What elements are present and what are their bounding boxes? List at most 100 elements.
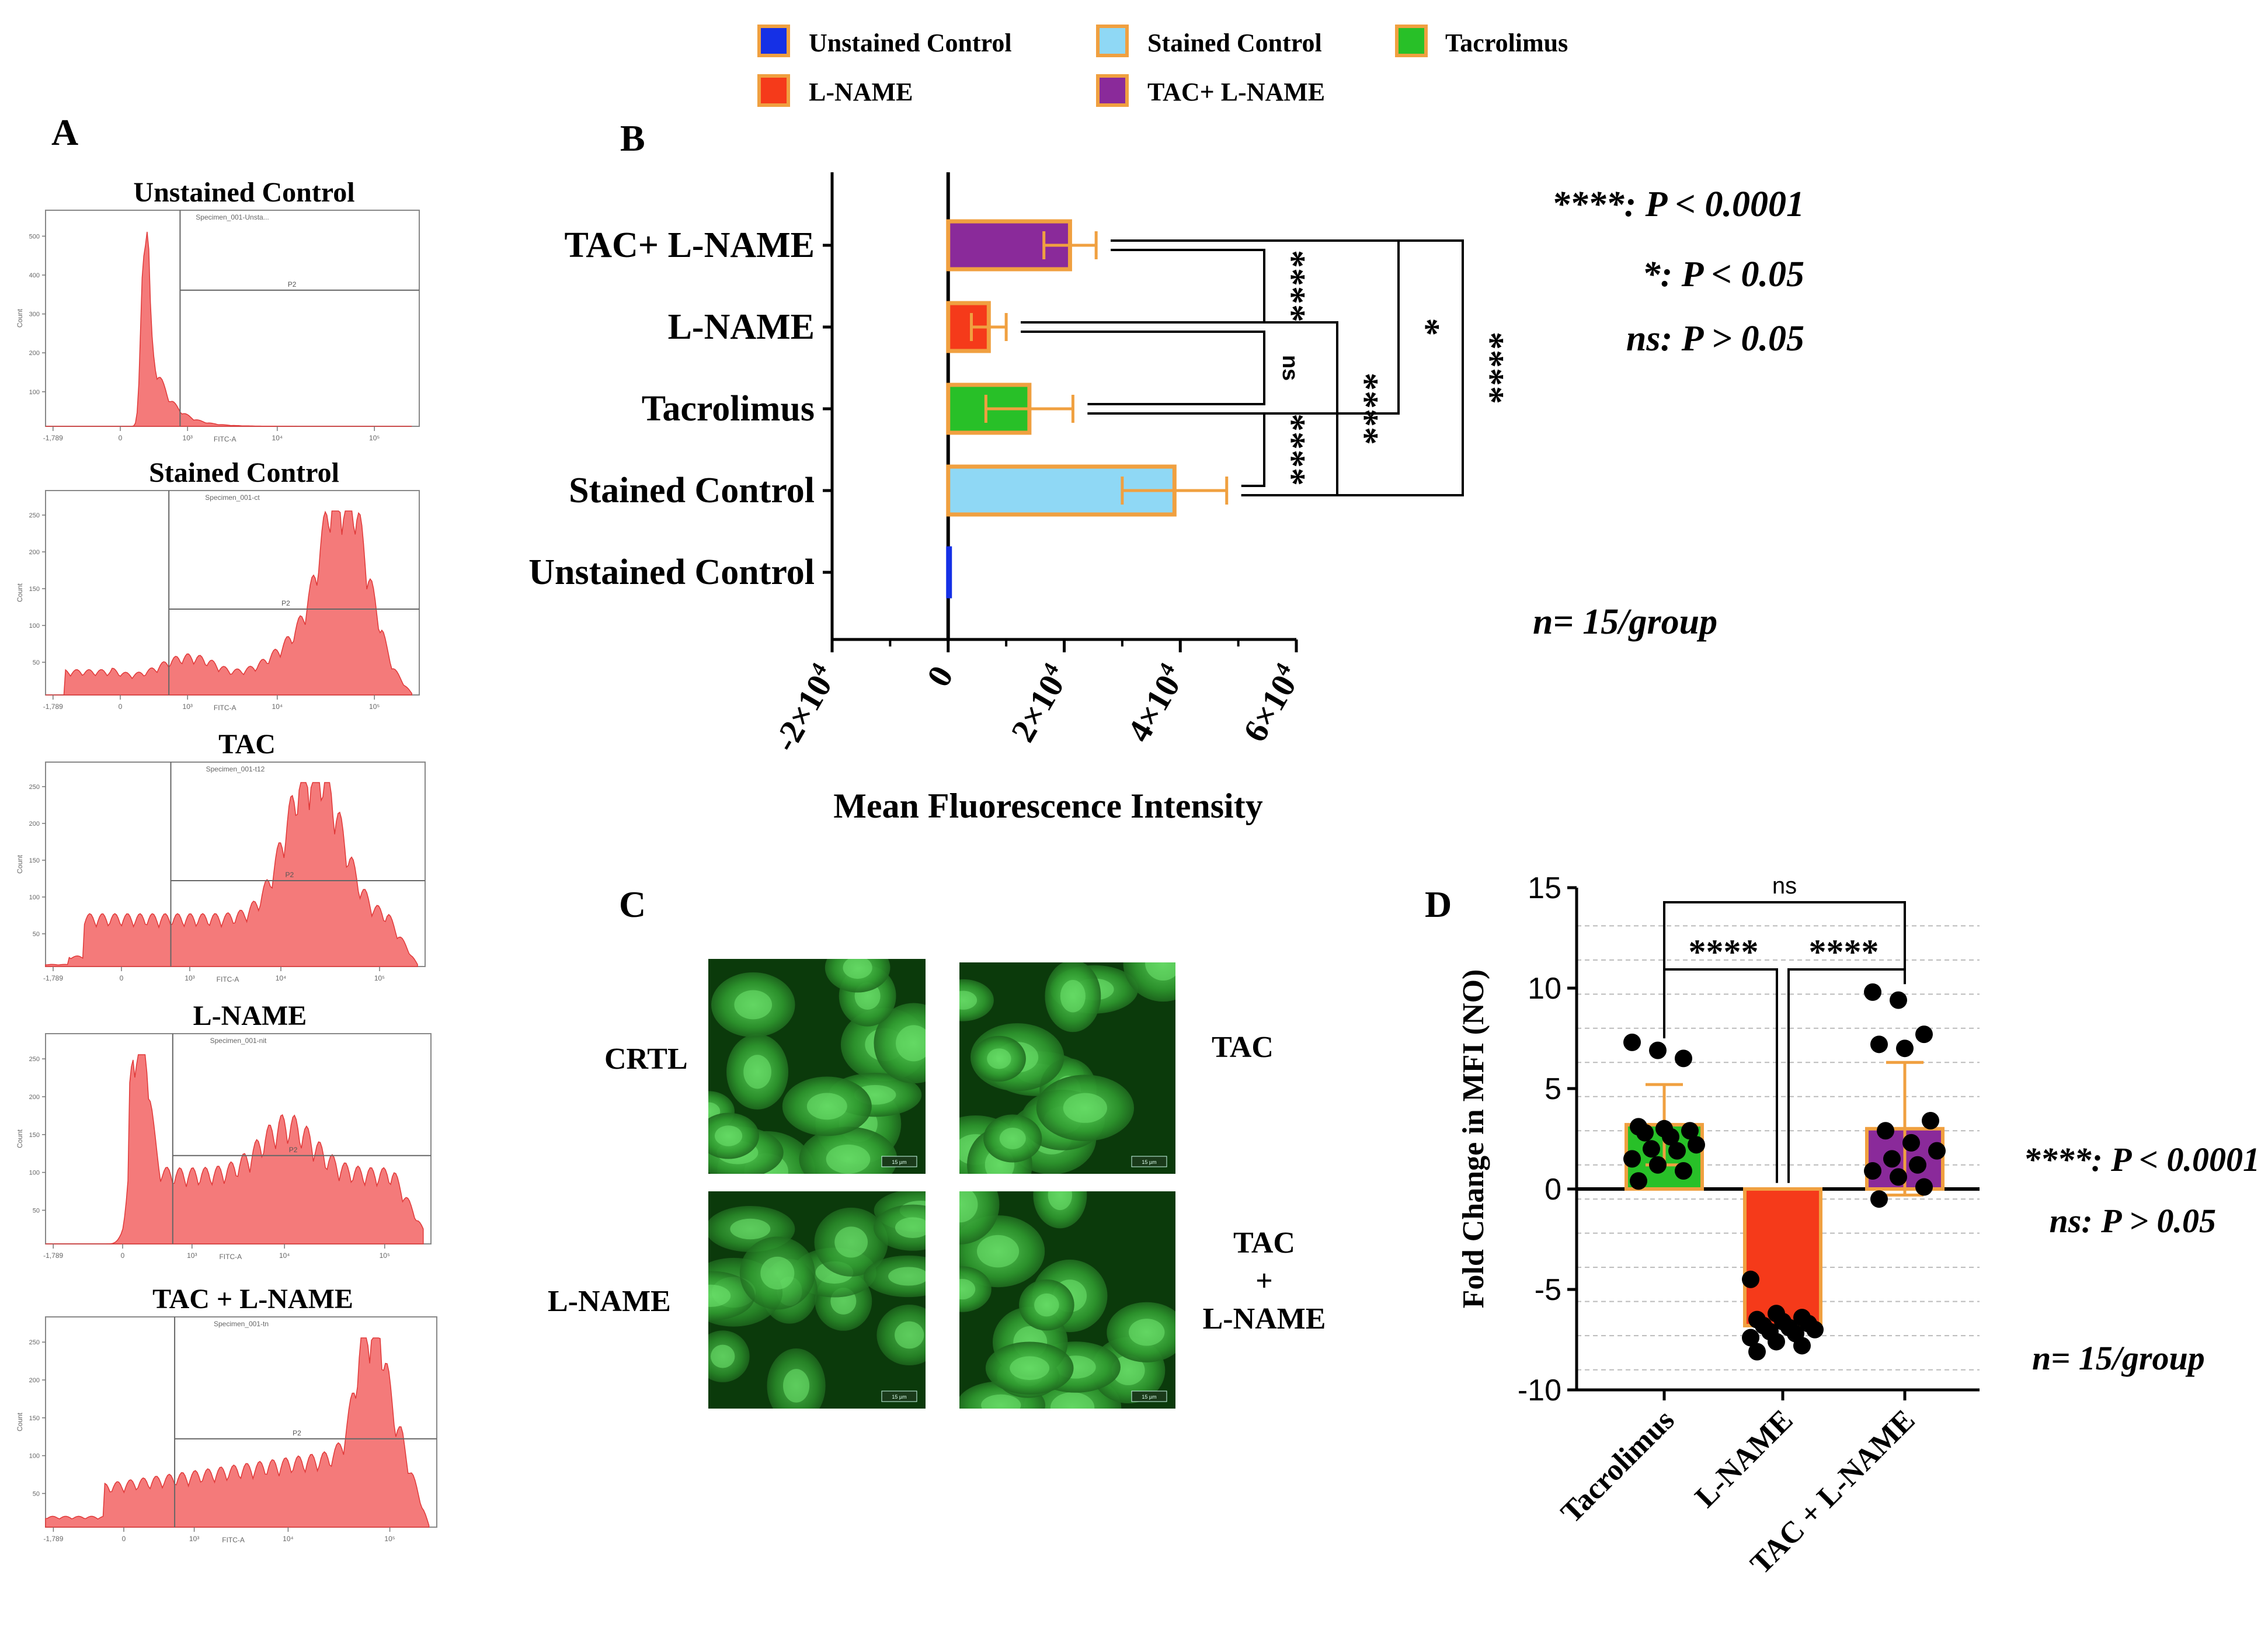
histogram-x-tick-label: 0 bbox=[119, 434, 123, 442]
legend-label-tac-lname: TAC+ L-NAME bbox=[1147, 78, 1325, 106]
histogram-y-tick-label: 200 bbox=[29, 350, 40, 357]
b-significance-label: * bbox=[1407, 318, 1446, 336]
gate-label: P2 bbox=[288, 280, 297, 288]
micro-label-tac: TAC bbox=[1212, 1031, 1274, 1064]
cell-nucleus bbox=[734, 990, 773, 1020]
histogram-x-tick-label: -1,789 bbox=[43, 974, 63, 982]
d-significance-bracket bbox=[1787, 968, 1906, 1183]
b-category-label: Tacrolimus bbox=[642, 389, 815, 429]
d-y-tick-label: 0 bbox=[1545, 1173, 1561, 1207]
cell-nucleus bbox=[896, 1025, 926, 1062]
histogram-y-tick-label: 100 bbox=[29, 1453, 40, 1460]
d-data-point bbox=[1649, 1041, 1667, 1059]
d-category-label: L-NAME bbox=[1689, 1403, 1799, 1514]
histogram-4: L-NAME Specimen_001-nit P2 250 200 150 100 50 Co… bbox=[16, 1000, 432, 1261]
d-data-point bbox=[1896, 1039, 1914, 1058]
micrograph-cells bbox=[959, 1191, 1175, 1409]
d-data-point bbox=[1668, 1142, 1686, 1160]
d-significance-label: **** bbox=[1689, 933, 1759, 971]
cell-nucleus bbox=[708, 1284, 731, 1307]
scale-bar-label: 15 µm bbox=[892, 1159, 906, 1165]
cell-nucleus bbox=[895, 1321, 924, 1349]
cell-nucleus bbox=[783, 1369, 810, 1403]
histogram-x-label: FITC-A bbox=[219, 1253, 242, 1261]
histogram-x-tick-label: 10⁵ bbox=[384, 1535, 395, 1543]
histogram-y-tick-label: 150 bbox=[29, 857, 40, 864]
d-y-tick-label: 10 bbox=[1528, 972, 1561, 1006]
d-data-point bbox=[1742, 1329, 1759, 1347]
d-significance-label: **** bbox=[1809, 933, 1879, 971]
b-x-tick-label: -2×104 bbox=[765, 659, 845, 758]
cell-nucleus bbox=[743, 1055, 771, 1089]
b-significance-bracket bbox=[1111, 239, 1464, 496]
b-significance-label: ns bbox=[1278, 355, 1302, 381]
histogram-fill bbox=[46, 510, 412, 696]
histogram-y-tick-label: 50 bbox=[33, 1207, 40, 1214]
micrograph-1: 15 µm bbox=[708, 959, 926, 1174]
d-y-tick-label: 15 bbox=[1528, 871, 1561, 905]
d-y-tick-label: -5 bbox=[1535, 1273, 1561, 1307]
histogram-x-tick-label: 0 bbox=[120, 974, 124, 982]
legend-label-unstained: Unstained Control bbox=[809, 29, 1012, 57]
histogram-title: Stained Control bbox=[149, 457, 339, 488]
histogram-caption: Specimen_001-ct bbox=[205, 493, 260, 502]
b-pvalue-note: ns: P > 0.05 bbox=[1626, 319, 1804, 359]
scale-bar-label: 15 µm bbox=[1142, 1159, 1156, 1165]
d-y-tick-label: -10 bbox=[1518, 1374, 1561, 1407]
histogram-y-tick-label: 250 bbox=[29, 512, 40, 519]
b-x-tick-exponent: 4 bbox=[1153, 659, 1179, 680]
d-data-point bbox=[1675, 1049, 1692, 1068]
histogram-y-tick-label: 200 bbox=[29, 821, 40, 828]
panel-a-histograms: Unstained Control Specimen_001-Unsta... P2… bbox=[16, 177, 437, 1544]
scale-bar-label: 15 µm bbox=[892, 1394, 906, 1400]
d-data-point bbox=[1909, 1156, 1926, 1174]
histogram-x-tick-label: -1,789 bbox=[43, 434, 63, 442]
d-bar bbox=[1743, 1187, 1822, 1327]
histogram-x-tick-label: 10³ bbox=[187, 1251, 197, 1260]
histogram-x-tick-label: -1,789 bbox=[43, 1535, 63, 1543]
micrograph-cells bbox=[959, 962, 1175, 1174]
histogram-1: Unstained Control Specimen_001-Unsta... P2… bbox=[16, 177, 420, 443]
scale-bar bbox=[881, 1156, 917, 1167]
panel-letter-d: D bbox=[1425, 884, 1452, 925]
legend-swatch-lname bbox=[757, 74, 790, 107]
b-n-label: n= 15/group bbox=[1533, 602, 1717, 642]
histogram-x-tick-label: 10⁴ bbox=[279, 1251, 290, 1260]
cell-nucleus bbox=[826, 1144, 871, 1174]
b-significance-label: **** bbox=[1345, 373, 1385, 445]
micro-label-crtl: CRTL bbox=[604, 1042, 688, 1076]
histogram-x-tick-label: 0 bbox=[119, 703, 123, 711]
cell-nucleus bbox=[987, 1048, 1011, 1069]
histogram-y-tick-label: 150 bbox=[29, 1132, 40, 1139]
panel-letter-a: A bbox=[51, 112, 78, 153]
d-data-point bbox=[1742, 1270, 1759, 1288]
d-data-point bbox=[1636, 1124, 1654, 1142]
histogram-title: Unstained Control bbox=[133, 177, 354, 208]
d-data-point bbox=[1623, 1033, 1641, 1051]
d-data-point bbox=[1864, 1162, 1881, 1180]
b-x-tick-label: 2×104 bbox=[1003, 659, 1077, 748]
panel-letter-c: C bbox=[619, 884, 646, 925]
d-n-label: n= 15/group bbox=[2032, 1339, 2205, 1377]
legend-swatch-unstained bbox=[757, 25, 790, 57]
histogram-y-tick-label: 300 bbox=[29, 311, 40, 318]
gate-label: P2 bbox=[289, 1146, 298, 1154]
panel-b-chart: -2×104 0 2×104 4×104 6×104 Mean Fluorescence … bbox=[528, 172, 1804, 825]
cell-nucleus bbox=[1111, 1355, 1145, 1385]
histogram-x-tick-label: 10³ bbox=[185, 974, 194, 982]
b-x-tick-label: 6×104 bbox=[1234, 659, 1309, 748]
histogram-y-tick-label: 200 bbox=[29, 1377, 40, 1384]
b-significance-label: **** bbox=[1272, 250, 1312, 322]
legend-label-stained: Stained Control bbox=[1147, 29, 1322, 57]
scale-bar bbox=[1131, 1156, 1167, 1167]
cell-nucleus bbox=[1128, 1319, 1165, 1346]
cell-nucleus bbox=[981, 1394, 1021, 1409]
d-data-point bbox=[1643, 1140, 1660, 1158]
legend-swatch-tac-lname bbox=[1096, 74, 1129, 107]
cell-nucleus bbox=[895, 1217, 926, 1239]
cell-nucleus bbox=[730, 1218, 771, 1240]
histogram-frame bbox=[45, 210, 420, 427]
histogram-x-tick-label: 10⁴ bbox=[283, 1535, 294, 1543]
cell-nucleus bbox=[714, 1125, 743, 1146]
